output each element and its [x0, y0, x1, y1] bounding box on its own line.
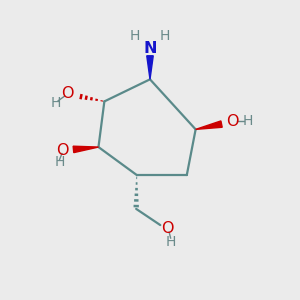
Text: H: H — [51, 96, 61, 110]
Text: O: O — [61, 86, 74, 101]
Text: H: H — [166, 235, 176, 249]
Polygon shape — [147, 56, 153, 79]
Text: H: H — [54, 155, 65, 170]
Text: O: O — [161, 221, 174, 236]
Text: H: H — [130, 29, 140, 43]
Polygon shape — [196, 121, 222, 129]
Text: H: H — [160, 29, 170, 43]
Polygon shape — [73, 146, 98, 153]
Text: O: O — [226, 114, 239, 129]
Text: O: O — [56, 143, 69, 158]
Text: N: N — [143, 41, 157, 56]
Text: H: H — [243, 114, 253, 128]
